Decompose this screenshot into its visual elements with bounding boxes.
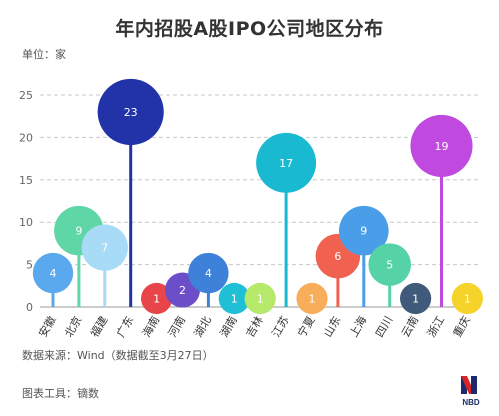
nbd-logo: NBD — [461, 376, 480, 407]
data-label: 7 — [101, 242, 108, 255]
x-tick-label: 云南 — [399, 314, 421, 340]
x-tick-label: 重庆 — [450, 314, 473, 340]
data-label: 1 — [257, 293, 264, 306]
x-tick-label: 山东 — [321, 314, 343, 340]
chart-title: 年内招股A股IPO公司地区分布 — [115, 18, 384, 40]
x-tick-label: 江苏 — [269, 314, 291, 340]
data-label: 2 — [179, 284, 186, 297]
x-tick-label: 广东 — [114, 314, 136, 340]
data-label: 1 — [231, 293, 238, 306]
x-tick-label: 上海 — [346, 314, 369, 340]
x-tick-label: 湖北 — [192, 314, 214, 340]
unit-label: 单位：家 — [22, 48, 66, 61]
data-label: 4 — [205, 267, 212, 280]
y-tick-label: 5 — [26, 259, 33, 272]
y-tick-label: 10 — [19, 216, 33, 229]
data-bubble — [188, 252, 229, 294]
data-bubble — [81, 224, 128, 271]
data-bubble — [97, 78, 164, 146]
data-label: 1 — [412, 293, 419, 306]
data-bubble — [244, 282, 276, 315]
data-label: 23 — [124, 106, 138, 119]
x-tick-label: 湖南 — [218, 314, 240, 340]
data-label: 1 — [153, 293, 160, 306]
svg-text:NBD: NBD — [462, 398, 480, 407]
data-bubble — [451, 282, 483, 315]
x-tick-label: 四川 — [373, 314, 395, 340]
data-bubble — [141, 282, 173, 315]
data-label: 9 — [75, 225, 82, 238]
data-label: 6 — [334, 250, 341, 263]
data-label: 5 — [386, 259, 393, 272]
data-bubble — [218, 282, 250, 315]
chart-tool-note: 图表工具：镝数 — [22, 387, 99, 400]
x-tick-label: 北京 — [61, 314, 84, 340]
data-label: 1 — [464, 293, 471, 306]
x-tick-label: 福建 — [87, 314, 110, 340]
data-bubble — [400, 282, 432, 315]
x-tick-label: 海南 — [139, 314, 162, 340]
x-tick-label: 浙江 — [425, 314, 447, 340]
data-bubble — [368, 243, 411, 286]
data-bubble — [296, 282, 328, 315]
data-bubble — [410, 114, 473, 177]
data-label: 17 — [279, 157, 293, 170]
data-source-note: 数据来源：Wind（数据截至3月27日） — [22, 349, 214, 362]
data-bubble — [32, 252, 74, 294]
x-tick-label: 安徽 — [35, 314, 58, 340]
data-bubble — [339, 205, 389, 256]
x-tick-label: 吉林 — [243, 314, 266, 340]
y-tick-label: 25 — [19, 89, 33, 102]
data-label: 1 — [309, 293, 316, 306]
x-tick-label: 河南 — [166, 314, 188, 340]
y-tick-label: 0 — [26, 301, 33, 314]
data-label: 9 — [360, 225, 367, 238]
x-tick-label: 宁夏 — [294, 314, 317, 340]
data-label: 4 — [50, 267, 57, 280]
data-label: 19 — [435, 140, 449, 153]
y-tick-label: 15 — [19, 174, 33, 187]
data-bubble — [256, 132, 317, 193]
y-tick-label: 20 — [19, 131, 33, 144]
